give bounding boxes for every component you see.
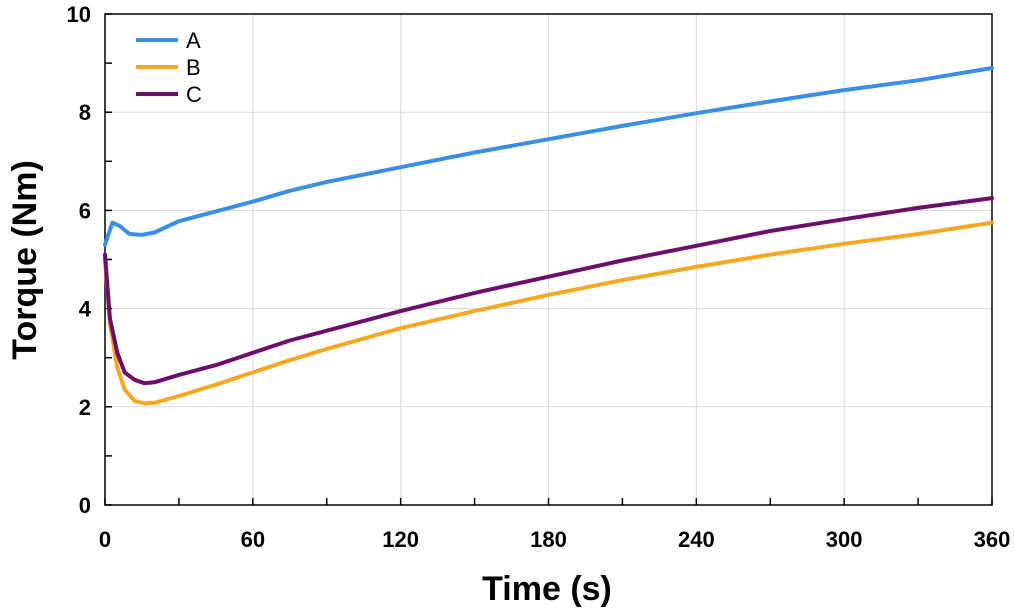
y-tick-labels: 0 2 4 6 8 10 bbox=[67, 2, 92, 518]
legend-label-b: B bbox=[186, 55, 201, 80]
series-group bbox=[103, 66, 994, 406]
y-tick-label: 10 bbox=[67, 2, 91, 27]
y-tick-label: 8 bbox=[79, 100, 91, 125]
x-tick-label: 240 bbox=[678, 527, 715, 552]
series-line-a bbox=[103, 66, 994, 247]
y-tick-label: 0 bbox=[79, 493, 91, 518]
series-line-c bbox=[103, 196, 994, 386]
y-tick-label: 2 bbox=[79, 395, 91, 420]
x-tick-label: 60 bbox=[241, 527, 265, 552]
x-tick-label: 300 bbox=[826, 527, 863, 552]
y-axis-title: Torque (Nm) bbox=[6, 160, 44, 360]
x-tick-label: 180 bbox=[530, 527, 567, 552]
y-tick-label: 4 bbox=[79, 297, 92, 322]
series-line-b bbox=[103, 220, 994, 406]
x-tick-label: 120 bbox=[382, 527, 419, 552]
legend-label-a: A bbox=[186, 28, 201, 53]
x-axis-title: Time (s) bbox=[482, 570, 612, 608]
legend-label-c: C bbox=[186, 82, 202, 107]
x-tick-label: 360 bbox=[974, 527, 1011, 552]
legend: ABC bbox=[136, 28, 202, 107]
x-tick-label: 0 bbox=[99, 527, 111, 552]
y-tick-label: 6 bbox=[79, 198, 91, 223]
x-tick-labels: 0 60 120 180 240 300 360 bbox=[99, 527, 1010, 552]
